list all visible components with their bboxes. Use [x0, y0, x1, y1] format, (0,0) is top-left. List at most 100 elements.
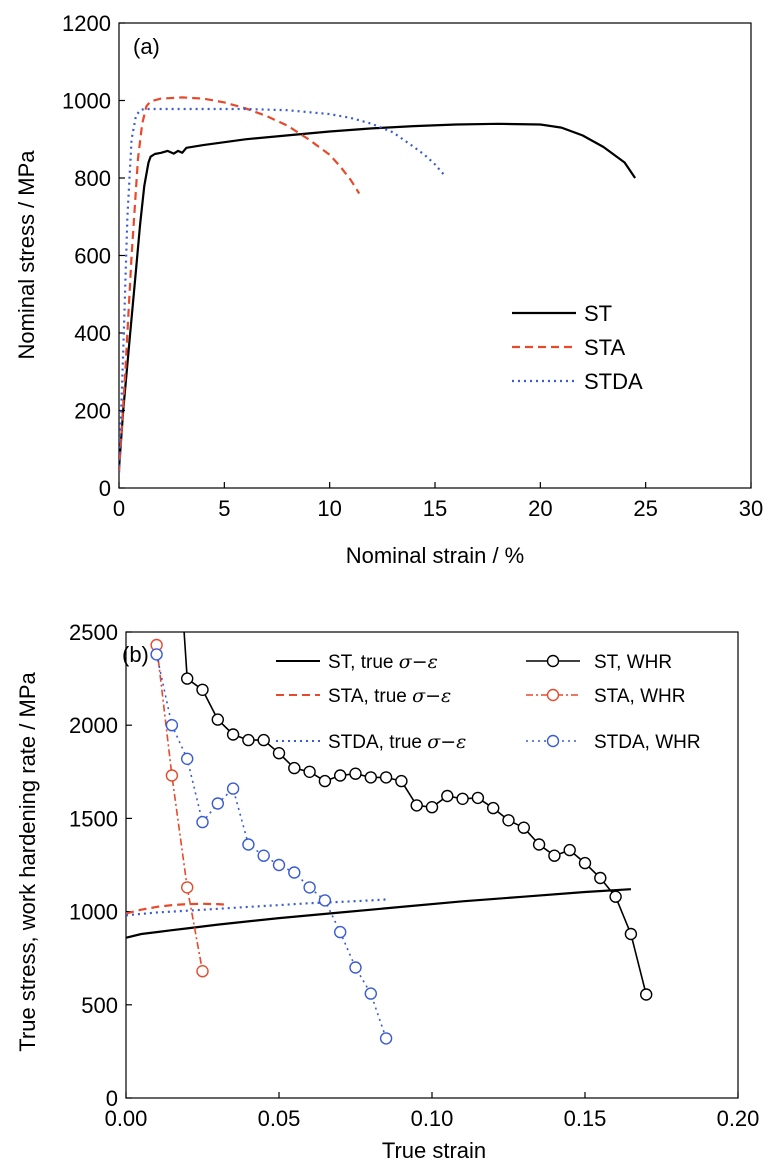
- y-tick-label: 600: [74, 244, 111, 269]
- data-point-stda-whr: [196, 815, 209, 829]
- x-tick-label: 0.15: [564, 1106, 607, 1131]
- y-tick-label: 1500: [69, 806, 118, 831]
- data-point-stda-whr: [272, 858, 286, 872]
- x-tick-label: 25: [633, 496, 657, 521]
- panel-a-label: (a): [133, 34, 160, 59]
- data-point-st-whr: [288, 761, 301, 775]
- legend-b-stda-whr-marker: [546, 734, 560, 748]
- y-tick-label: 1000: [62, 89, 111, 114]
- panel-a: 0 200 400 600 800 1000 1200 0 5 10 15 20 25 30 (a) N…: [14, 11, 763, 568]
- data-point-st-whr: [609, 890, 622, 903]
- panel-a-frame: [118, 22, 752, 489]
- data-point-st-whr: [563, 843, 576, 857]
- panel-b-ylabel: True stress, work hardening rate / MPa: [15, 672, 40, 1052]
- data-point-st-whr: [242, 733, 255, 747]
- y-tick-label: 500: [81, 993, 118, 1018]
- data-point-st-whr: [441, 789, 454, 803]
- series-line-sta-true: [126, 902, 224, 915]
- data-point-sta-whr: [180, 881, 194, 894]
- data-point-st-whr: [548, 849, 561, 862]
- data-point-st-whr: [318, 774, 332, 788]
- data-point-st-whr: [578, 856, 592, 870]
- data-point-st-whr: [471, 791, 485, 805]
- legend-b-st-true-label: ST, true σ−ε: [328, 651, 438, 673]
- x-tick-label: 10: [317, 496, 341, 521]
- series-line-sta-whr: [155, 644, 204, 972]
- data-point-st-whr: [211, 713, 225, 726]
- x-tick-label: 15: [423, 496, 447, 521]
- data-point-stda-whr: [150, 648, 163, 661]
- data-point-sta-whr: [196, 965, 209, 978]
- x-tick-label: 30: [739, 496, 763, 521]
- data-point-stda-whr: [303, 881, 316, 894]
- data-point-st-whr: [303, 765, 316, 778]
- data-point-stda-whr: [211, 797, 225, 810]
- data-point-stda-whr: [242, 838, 255, 851]
- series-line-stda-whr: [155, 654, 387, 1039]
- data-point-stda-whr: [257, 849, 270, 862]
- x-tick-label: 0.05: [258, 1106, 301, 1131]
- data-point-st-whr: [517, 821, 530, 834]
- data-point-stda-whr: [288, 866, 301, 879]
- data-point-st-whr: [379, 771, 393, 784]
- series-line-stda: [119, 107, 445, 473]
- panel-b: 0 500 1000 1500 2000 2500 0.00 0.05 0.10 0.15 0.2…: [15, 620, 759, 1163]
- y-tick-label: 0: [99, 476, 111, 501]
- y-tick-label: 0: [106, 1086, 118, 1111]
- data-point-st-whr: [395, 774, 408, 788]
- panel-b-x-ticks: 0.00 0.05 0.10 0.15 0.20: [105, 1092, 760, 1131]
- x-tick-label: 0.10: [411, 1106, 454, 1131]
- y-tick-label: 1200: [62, 11, 111, 36]
- y-tick-label: 200: [74, 399, 111, 424]
- legend-b-stda-whr-label: STDA, WHR: [594, 732, 701, 753]
- x-tick-label: 5: [218, 496, 230, 521]
- data-point-st-whr: [425, 801, 439, 814]
- panel-a-series: [119, 96, 637, 473]
- data-point-st-whr: [594, 871, 607, 885]
- legend-b-sta-whr-label: STA, WHR: [594, 686, 685, 707]
- panel-a-xlabel: Nominal strain / %: [346, 543, 525, 568]
- y-tick-label: 2000: [69, 713, 118, 738]
- data-point-st-whr: [364, 771, 377, 784]
- data-point-stda-whr: [349, 961, 362, 974]
- y-tick-label: 800: [74, 166, 111, 191]
- data-point-st-whr: [640, 988, 653, 1001]
- legend-a-stda-label: STDA: [584, 369, 643, 394]
- data-point-sta-whr: [165, 769, 179, 782]
- y-tick-label: 2500: [69, 620, 118, 645]
- panel-a-ylabel: Nominal stress / MPa: [14, 150, 39, 360]
- legend-b-stda-true-label: STDA, true σ−ε: [328, 731, 466, 753]
- panel-b-y-ticks: 0 500 1000 1500 2000 2500: [69, 620, 132, 1111]
- data-point-st-whr: [257, 733, 270, 747]
- data-point-st-whr: [410, 799, 423, 812]
- data-point-st-whr: [272, 747, 286, 760]
- legend-b-st-whr-label: ST, WHR: [594, 652, 672, 673]
- legend-b-sta-whr-marker: [546, 688, 560, 702]
- y-tick-label: 400: [74, 321, 111, 346]
- panel-b-series: [126, 632, 653, 1045]
- x-tick-label: 20: [528, 496, 552, 521]
- data-point-st-whr: [196, 683, 209, 696]
- legend-b-sta-true-label: STA, true σ−ε: [328, 685, 451, 707]
- data-point-st-whr: [334, 769, 347, 782]
- panel-a-y-ticks: 0 200 400 600 800 1000 1200: [62, 11, 125, 501]
- legend-b-st-whr-marker: [546, 654, 560, 668]
- legend-a-st-label: ST: [584, 301, 612, 326]
- data-point-st-whr: [487, 801, 500, 815]
- x-tick-label: 0.20: [717, 1106, 760, 1131]
- panel-b-legend: ST, true σ−ε STA, true σ−ε STDA, true σ−…: [276, 651, 701, 753]
- data-point-st-whr: [502, 814, 515, 827]
- data-point-st-whr: [624, 927, 638, 941]
- data-point-stda-whr: [334, 925, 347, 939]
- series-line-sta: [119, 96, 361, 473]
- panel-b-xlabel: True strain: [382, 1138, 486, 1163]
- data-point-stda-whr: [318, 894, 332, 907]
- data-point-stda-whr: [364, 987, 377, 1000]
- data-point-st-whr: [180, 672, 194, 685]
- legend-a-sta-label: STA: [584, 335, 625, 360]
- data-point-stda-whr: [165, 719, 179, 732]
- data-point-st-whr: [226, 728, 240, 741]
- series-line-st: [119, 122, 637, 469]
- y-tick-label: 1000: [69, 900, 118, 925]
